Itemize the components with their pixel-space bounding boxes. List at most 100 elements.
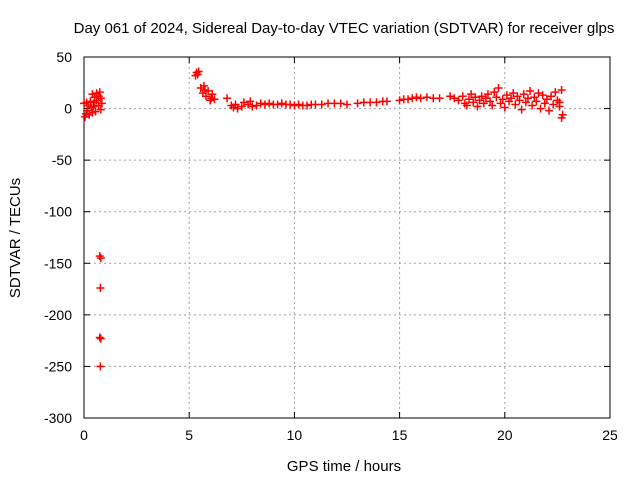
y-tick-label: -250 — [44, 358, 72, 374]
data-point — [519, 90, 528, 99]
data-point — [256, 99, 265, 108]
data-point — [496, 99, 505, 108]
data-point — [416, 94, 425, 103]
data-point — [239, 98, 248, 107]
data-point — [488, 101, 497, 110]
data-point — [465, 95, 474, 104]
data-point — [294, 100, 303, 109]
data-point — [477, 92, 486, 101]
data-point — [343, 100, 351, 109]
data-point — [528, 101, 537, 110]
data-point — [194, 67, 203, 76]
data-point — [490, 88, 499, 97]
data-point — [481, 94, 490, 103]
data-point — [96, 105, 105, 114]
data-point — [557, 86, 566, 95]
y-tick-label: -50 — [52, 152, 72, 168]
data-point — [555, 98, 564, 107]
data-point — [248, 102, 257, 111]
data-point — [502, 91, 511, 100]
data-point — [526, 87, 535, 96]
data-point — [544, 106, 553, 115]
data-point — [372, 98, 381, 107]
data-point — [96, 94, 105, 103]
x-axis-title: GPS time / hours — [287, 458, 401, 475]
data-point — [513, 92, 522, 101]
data-point — [237, 102, 246, 111]
data-point — [479, 99, 488, 108]
data-point — [412, 93, 421, 102]
data-point — [95, 333, 104, 342]
data-point — [223, 94, 232, 103]
data-point — [532, 97, 541, 106]
data-point — [90, 93, 99, 102]
data-point — [500, 103, 509, 112]
x-tick-label: 15 — [392, 427, 408, 443]
data-point — [422, 93, 431, 102]
data-point — [96, 334, 105, 343]
data-point — [202, 92, 211, 101]
data-point — [511, 100, 520, 109]
data-point — [454, 96, 463, 105]
data-point — [475, 96, 484, 105]
y-axis-title: SDTVAR / TECUs — [7, 178, 24, 298]
data-point — [492, 93, 501, 102]
chart-title: Day 061 of 2024, Sidereal Day-to-day VTE… — [74, 20, 615, 37]
data-point — [208, 90, 217, 99]
data-point — [97, 99, 106, 108]
data-point — [534, 89, 543, 98]
data-point — [265, 99, 274, 108]
data-point — [246, 97, 255, 106]
data-point — [95, 88, 104, 97]
x-tick-label: 25 — [602, 427, 618, 443]
y-tick-label: -300 — [44, 410, 72, 426]
x-tick-label: 20 — [497, 427, 513, 443]
data-point — [83, 106, 92, 115]
data-point — [336, 99, 345, 108]
y-tick-label: -150 — [44, 255, 72, 271]
data-point — [199, 81, 208, 90]
data-point — [498, 95, 507, 104]
data-point — [462, 101, 471, 110]
data-point — [395, 96, 404, 105]
data-point — [517, 105, 526, 114]
y-tick-label: -200 — [44, 307, 72, 323]
data-point — [536, 104, 545, 113]
data-point — [231, 100, 240, 109]
data-point — [515, 96, 524, 105]
data-point — [96, 284, 105, 293]
data-point — [507, 94, 516, 103]
data-point — [458, 92, 467, 101]
data-point — [353, 99, 362, 108]
data-point — [273, 100, 282, 109]
data-point — [471, 93, 480, 102]
y-tick-label: -100 — [44, 204, 72, 220]
x-tick-label: 5 — [185, 427, 193, 443]
data-point — [540, 99, 549, 108]
data-point — [382, 97, 391, 106]
data-point — [252, 101, 261, 110]
data-point — [521, 98, 530, 107]
data-point — [473, 102, 482, 111]
data-point — [494, 83, 503, 92]
data-point — [286, 100, 295, 109]
data-point — [435, 94, 444, 103]
data-point — [467, 90, 476, 99]
data-point — [538, 91, 547, 100]
data-point — [260, 100, 269, 109]
data-point — [86, 97, 95, 106]
data-point — [408, 94, 417, 103]
data-point — [317, 100, 326, 109]
data-point — [483, 90, 492, 99]
data-points — [80, 67, 567, 371]
data-point — [530, 93, 539, 102]
data-point — [277, 99, 286, 108]
data-point — [204, 87, 213, 96]
data-point — [96, 254, 105, 263]
data-point — [303, 101, 312, 110]
data-point — [469, 98, 478, 107]
y-tick-label: 0 — [64, 101, 72, 117]
data-point — [450, 94, 459, 103]
